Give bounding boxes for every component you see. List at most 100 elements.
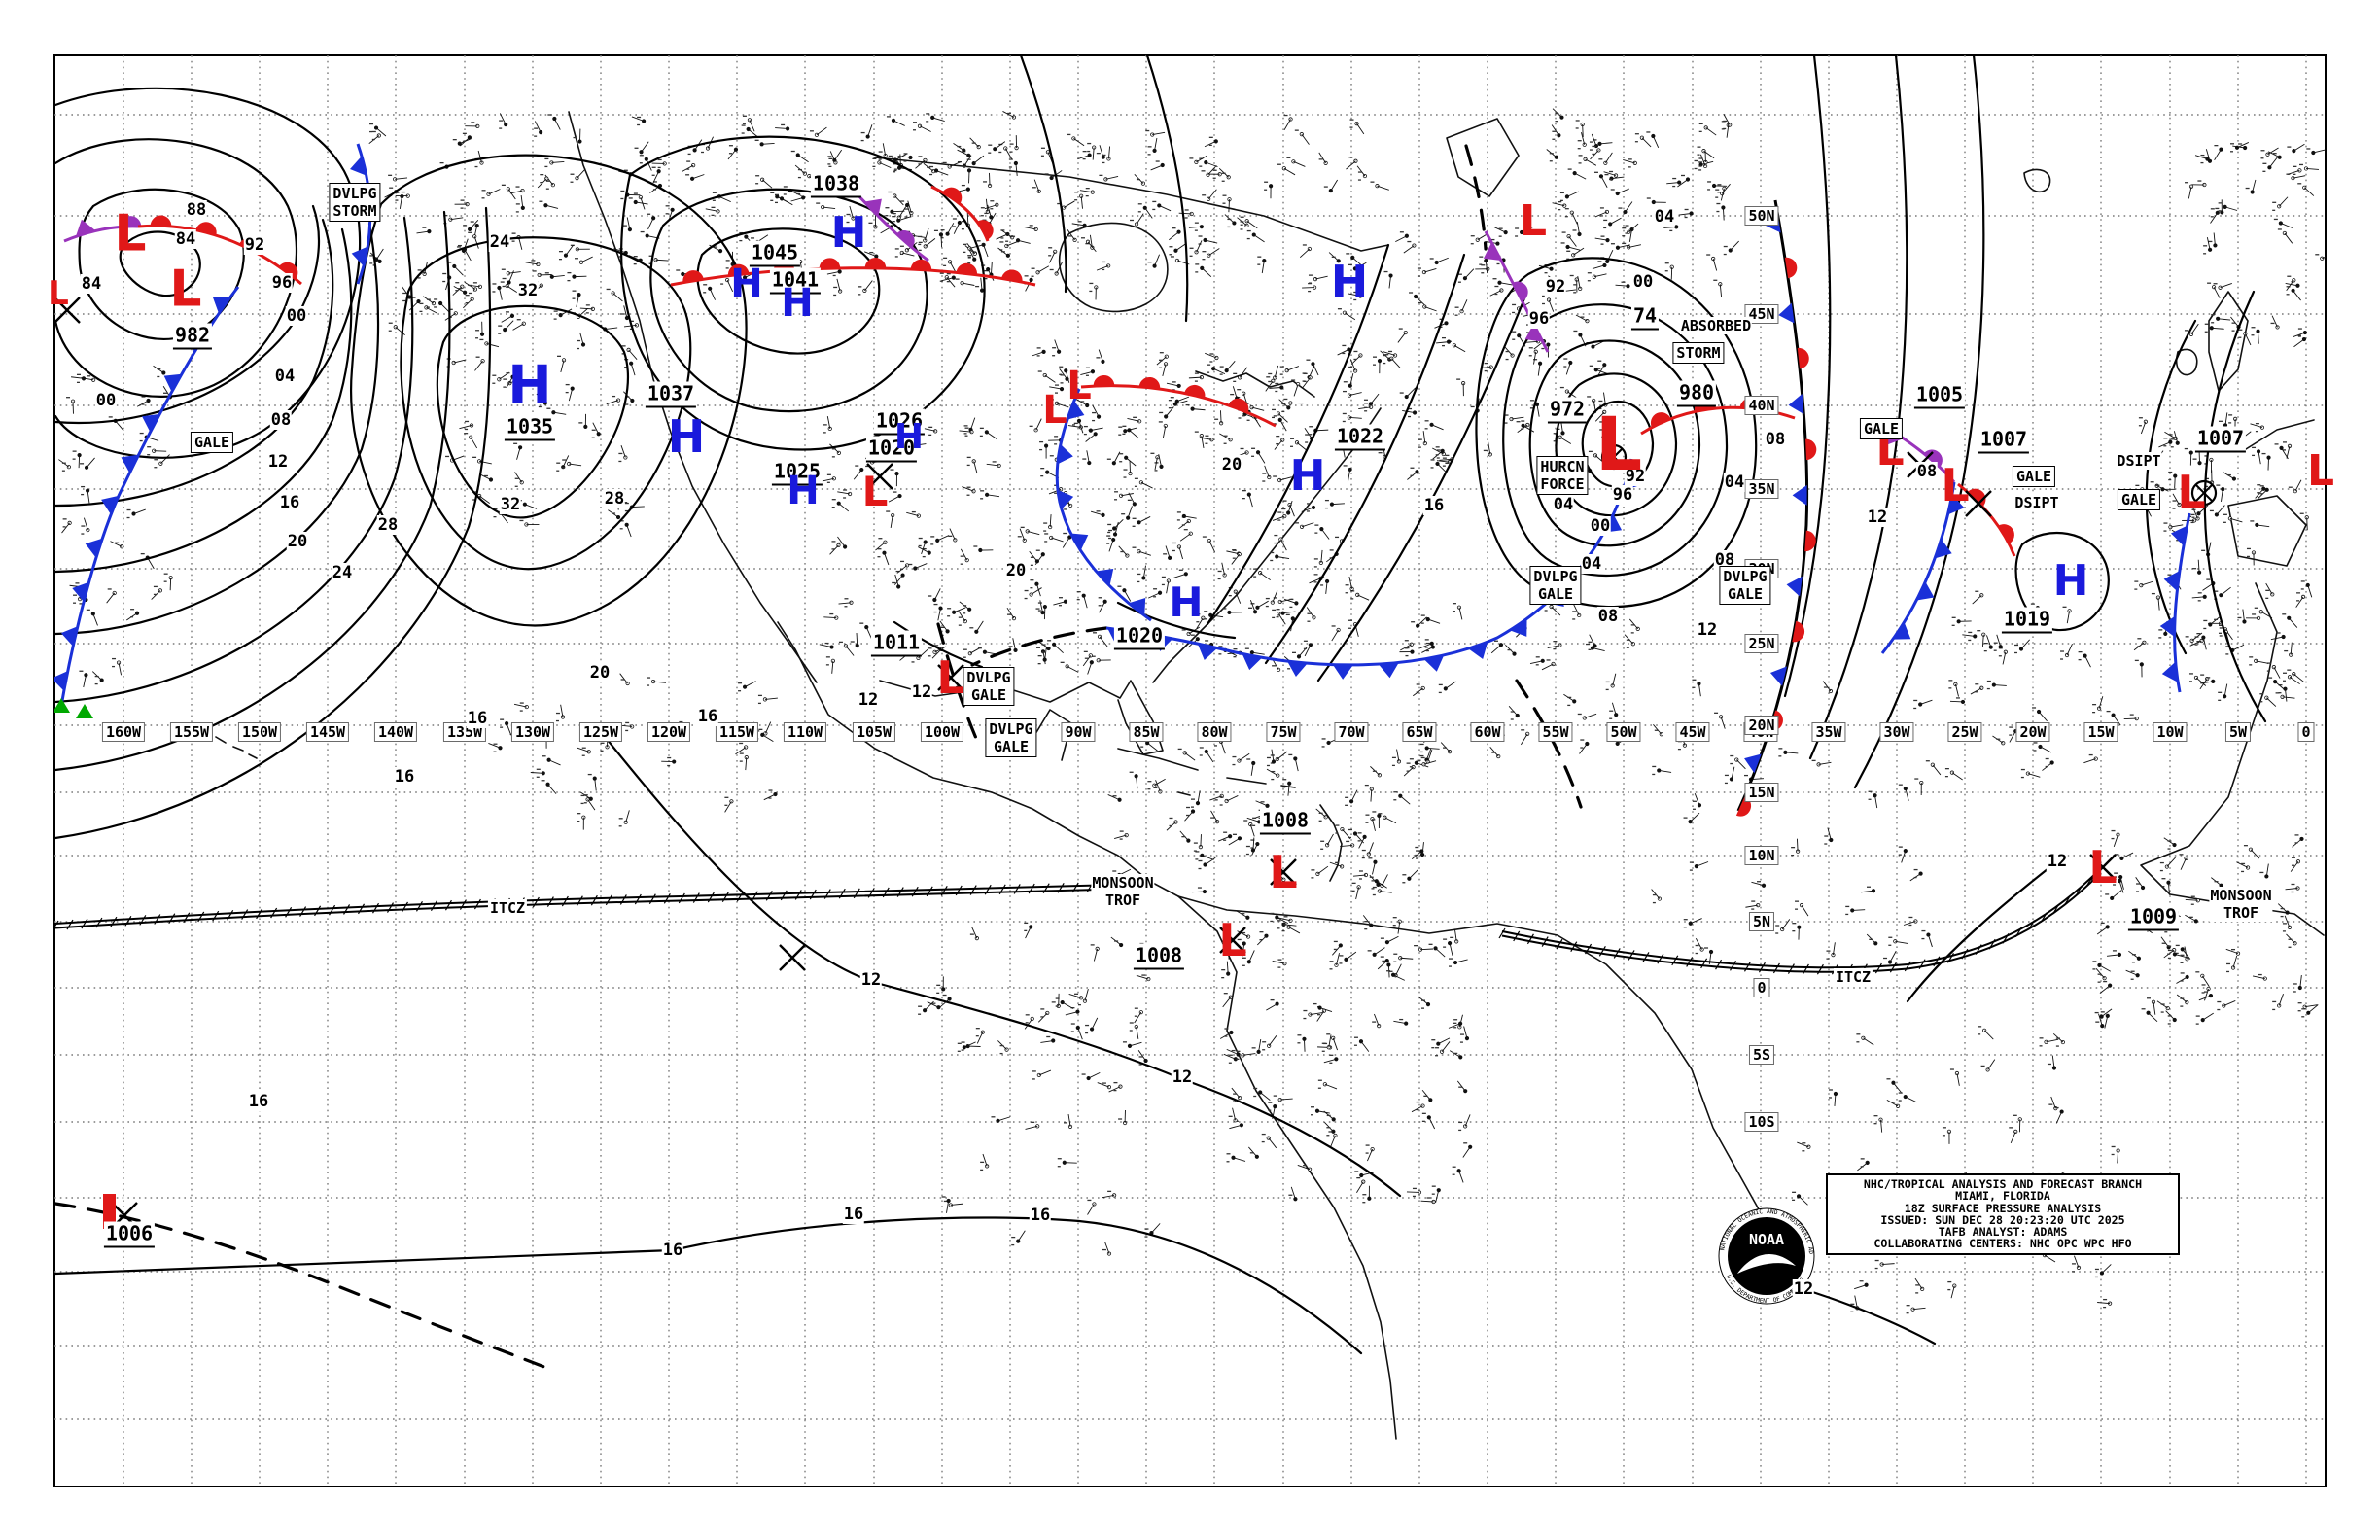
longitude-label: 85W	[1129, 722, 1164, 742]
info-box-line: NHC/TROPICAL ANALYSIS AND FORECAST BRANC…	[1863, 1177, 2143, 1191]
longitude-label: 10W	[2152, 722, 2188, 742]
high-center: H	[1169, 578, 1204, 626]
pressure-value: 980	[1676, 380, 1717, 407]
warning-box-line: STORM	[332, 202, 377, 220]
pressure-value: 1020	[865, 436, 918, 463]
occluded-front	[854, 191, 929, 262]
info-box-line: TAFB ANALYST: ADAMS	[1938, 1225, 2068, 1240]
warning-box-line: GALE	[2015, 468, 2052, 485]
info-box-line: COLLABORATING CENTERS: NHC OPC WPC HFO	[1873, 1237, 2132, 1251]
isobar-label: 00	[1631, 272, 1655, 292]
isobar-label: 12	[1792, 1279, 1815, 1299]
pressure-value: 1006	[103, 1221, 156, 1248]
isobar-label: 96	[1527, 309, 1551, 329]
annotation: MONSOON TROF	[1091, 874, 1155, 909]
isobar-label: 12	[1171, 1068, 1194, 1087]
high-center: H	[787, 469, 820, 513]
annotation: ABSORBED	[1679, 317, 1753, 334]
pressure-value: 1008	[1133, 943, 1185, 970]
occluded-front	[63, 216, 142, 243]
pressure-value: 74	[1630, 303, 1660, 331]
isobar-label: 92	[1544, 277, 1567, 297]
warning-box-line: DVLPG	[332, 185, 377, 202]
longitude-label: 75W	[1266, 722, 1301, 742]
isobar-label: 08	[1915, 462, 1939, 481]
longitude-label: 155W	[169, 722, 214, 742]
pressure-value: 972	[1547, 397, 1588, 424]
high-center: H	[781, 281, 814, 326]
pressure-value: 1007	[2194, 426, 2247, 453]
warning-box-line: DVLPG	[966, 669, 1011, 686]
isobar-label: 96	[270, 273, 294, 293]
latitude-label: 10N	[1744, 846, 1779, 865]
warning-box: GALE	[2117, 489, 2161, 510]
high-center: H	[508, 354, 552, 416]
itcz-label: ITCZ	[487, 899, 528, 917]
latitude-label: 40N	[1744, 396, 1779, 415]
latitude-label: 5S	[1748, 1045, 1775, 1065]
low-center: L	[2177, 465, 2206, 518]
annotation-line: TROF	[1104, 892, 1141, 909]
latitude-label: 15N	[1744, 783, 1779, 802]
longitude-label: 150W	[237, 722, 282, 742]
warning-box-line: GALE	[2120, 491, 2157, 508]
warm-front	[930, 185, 994, 242]
longitude-label: 55W	[1538, 722, 1573, 742]
circled-x-symbol	[2190, 479, 2218, 507]
isobar-label: 16	[1029, 1206, 1052, 1225]
pressure-value: 1009	[2127, 904, 2180, 931]
latitude-label: 10S	[1744, 1112, 1779, 1132]
isobar-label: 92	[243, 235, 266, 255]
longitude-label: 50W	[1606, 722, 1641, 742]
isobar-label: 16	[278, 493, 301, 512]
warning-box: GALE	[190, 432, 234, 453]
pressure-value: 1007	[1978, 427, 2030, 454]
pressure-value: 1037	[645, 381, 697, 408]
longitude-label: 60W	[1470, 722, 1505, 742]
longitude-label: 100W	[920, 722, 964, 742]
isobar-label: 84	[80, 274, 103, 294]
pressure-value: 982	[172, 323, 213, 350]
longitude-label: 5W	[2224, 722, 2252, 742]
longitude-label: 115W	[715, 722, 759, 742]
isobar-label: 12	[910, 682, 933, 702]
pressure-value: 1045	[749, 240, 801, 267]
low-center-partial	[103, 1194, 116, 1229]
gale-front-pip	[76, 704, 93, 718]
isobar-label: 04	[273, 367, 297, 386]
isobar-label: 04	[1552, 495, 1575, 514]
warning-box: GALE	[1859, 418, 1904, 439]
circled-x-symbol	[1600, 443, 1628, 471]
warning-box-line: DVLPG	[989, 720, 1033, 738]
isobar-label: 88	[185, 200, 208, 220]
low-center: L	[169, 260, 202, 319]
cold-front	[54, 286, 240, 713]
isobar-label: 96	[1611, 485, 1634, 505]
isobar-label: 84	[174, 229, 197, 249]
isobar-label: 28	[376, 515, 400, 535]
annotation-line: DSIPT	[2117, 452, 2161, 470]
pressure-value: 1041	[769, 267, 822, 295]
warning-box-line: GALE	[193, 434, 230, 451]
low-center: L	[1594, 401, 1643, 488]
pressure-value: 1019	[2001, 607, 2053, 634]
isobar-label: 32	[499, 495, 522, 514]
isobar-label: 92	[1624, 467, 1647, 486]
isobar-label: 12	[266, 452, 290, 472]
annotation: MONSOON TROF	[2209, 887, 2273, 922]
isobar-label: 12	[1696, 620, 1719, 640]
symbol-layer	[54, 297, 2218, 1229]
isobar-label: 16	[466, 709, 489, 728]
cold-front	[1055, 388, 1152, 622]
cold-front	[2159, 512, 2191, 693]
pressure-value: 1020	[1113, 623, 1166, 650]
isobar-label: 12	[859, 970, 883, 990]
latitude-label: 25N	[1744, 634, 1779, 653]
annotation: DSIPT	[2116, 452, 2162, 470]
longitude-label: 65W	[1402, 722, 1437, 742]
longitude-label: 20W	[2015, 722, 2050, 742]
pressure-value: 1035	[504, 414, 556, 441]
high-center: H	[1330, 255, 1369, 308]
